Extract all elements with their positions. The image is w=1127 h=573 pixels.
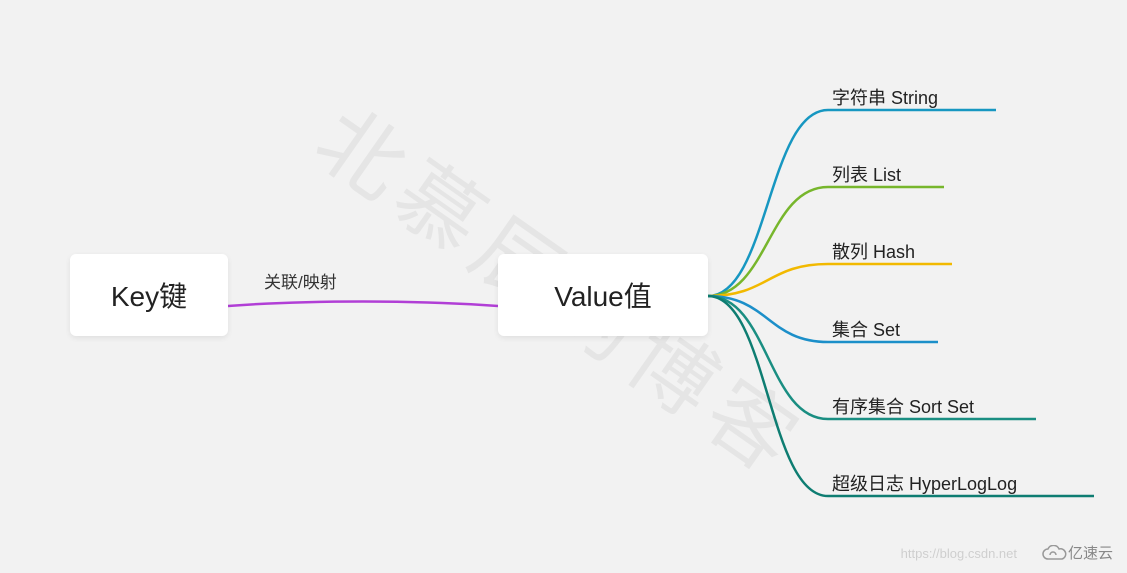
node-key: Key键 [70,254,228,336]
node-key-label: Key键 [111,275,187,315]
node-value: Value值 [498,254,708,336]
main-edge-label: 关联/映射 [264,268,337,293]
footer-watermark: https://blog.csdn.net [901,546,1017,561]
node-value-label: Value值 [554,275,652,315]
branch-label: 超级日志 HyperLogLog [832,470,1017,496]
logo-text: 亿速云 [1068,542,1113,563]
logo-watermark: 亿速云 [1040,542,1113,563]
cloud-icon [1040,545,1064,561]
branch-label: 集合 Set [832,316,900,342]
branch-label: 字符串 String [832,84,938,110]
branch-label: 散列 Hash [832,238,915,264]
branch-label: 列表 List [832,161,901,187]
branch-label: 有序集合 Sort Set [832,393,974,419]
